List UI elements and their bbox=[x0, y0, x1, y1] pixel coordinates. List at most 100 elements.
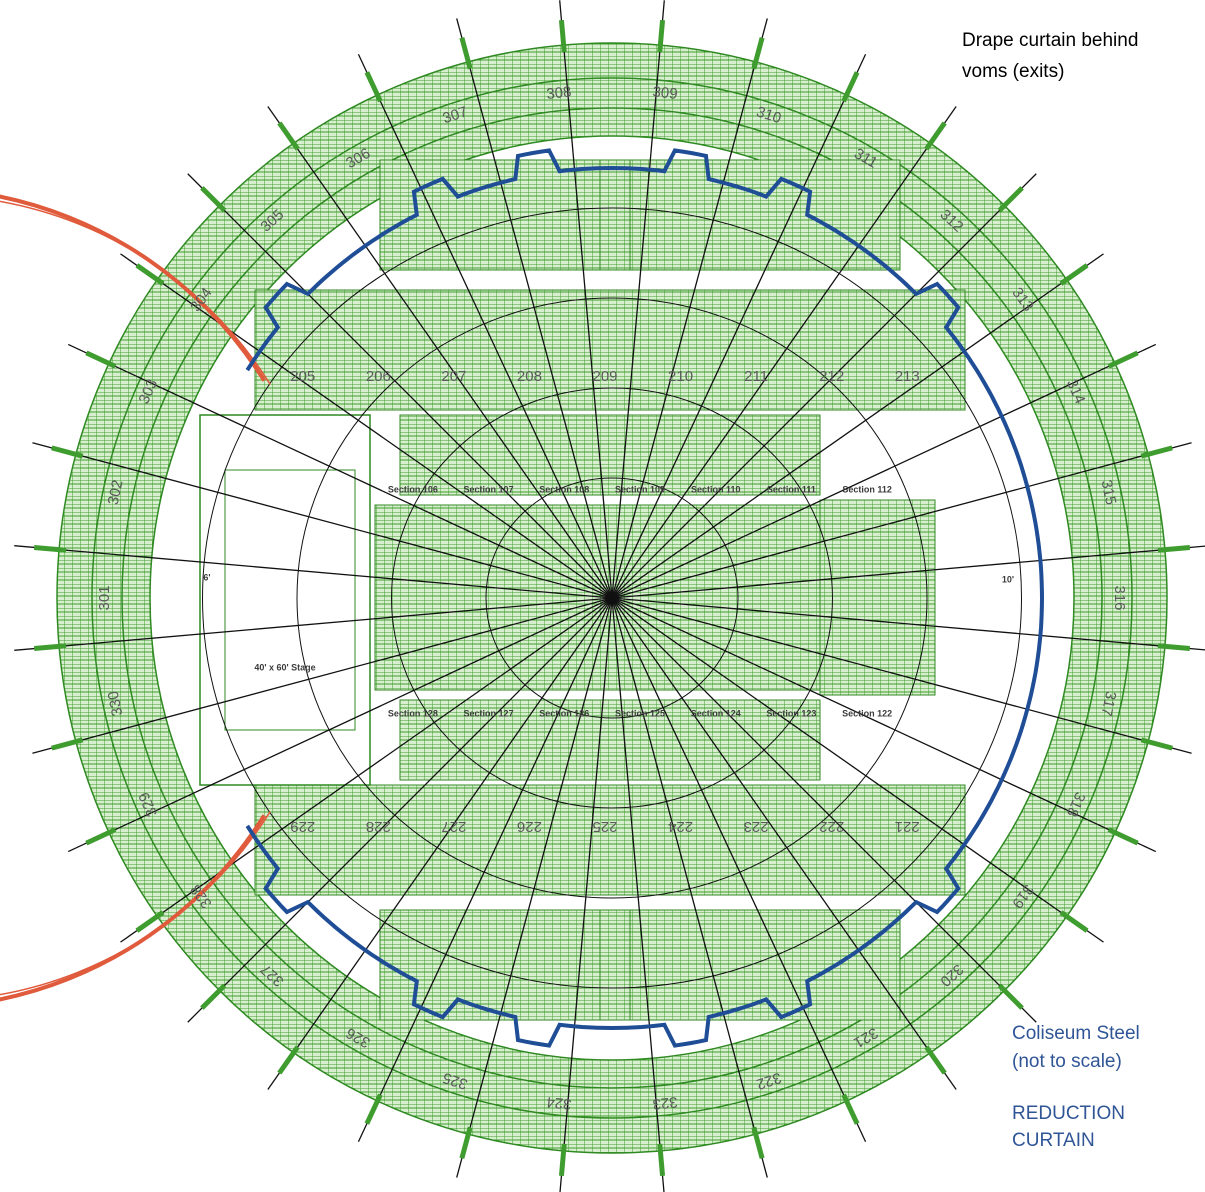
upper-section-label: 308 bbox=[546, 83, 573, 103]
dimension-label: 10' bbox=[1002, 574, 1014, 584]
edge-stub bbox=[924, 121, 947, 151]
legend-text: Coliseum Steel bbox=[1012, 1023, 1140, 1044]
legend-text: (not to scale) bbox=[1012, 1051, 1122, 1072]
edge-stub bbox=[364, 1093, 383, 1125]
section-label: 210 bbox=[668, 368, 693, 385]
seat-block bbox=[254, 784, 966, 896]
edge-stub bbox=[51, 445, 84, 459]
radial-line bbox=[120, 597, 613, 943]
ring-outline bbox=[121, 107, 1103, 1089]
radial-line bbox=[32, 442, 613, 599]
radial-line bbox=[611, 597, 1157, 853]
seat-block bbox=[599, 909, 631, 1021]
section-label: 211 bbox=[744, 368, 768, 385]
section-label: 212 bbox=[819, 368, 844, 385]
radial-line bbox=[67, 597, 613, 853]
radial-line bbox=[611, 18, 768, 599]
edge-stub bbox=[459, 1126, 473, 1159]
steel-line bbox=[245, 148, 1045, 1048]
radial-line bbox=[611, 545, 1205, 599]
section-label: 229 bbox=[290, 818, 315, 835]
edge-stub bbox=[85, 350, 117, 369]
stage bbox=[199, 414, 371, 786]
edge-stub bbox=[558, 1143, 567, 1177]
edge-stub bbox=[1059, 263, 1089, 286]
edge-stub bbox=[1140, 737, 1173, 751]
section-label: Section 124 bbox=[691, 708, 741, 718]
upper-section-label: 310 bbox=[754, 103, 783, 127]
radial-line bbox=[14, 545, 613, 599]
section-label: Section 109 bbox=[615, 484, 665, 494]
legend-text: CURTAIN bbox=[1012, 1130, 1095, 1151]
upper-section-label: 307 bbox=[441, 103, 470, 127]
upper-section-label: 309 bbox=[652, 83, 679, 103]
section-label: Section 107 bbox=[464, 484, 514, 494]
section-label: 213 bbox=[895, 368, 920, 385]
seat-block bbox=[819, 499, 936, 696]
section-label: 225 bbox=[592, 818, 617, 835]
radial-line bbox=[357, 53, 613, 599]
upper-section-label: 302 bbox=[105, 478, 127, 506]
section-label: Section 106 bbox=[388, 484, 438, 494]
section-label: 221 bbox=[895, 818, 920, 835]
upper-section-label: 315 bbox=[1098, 478, 1120, 506]
edge-stub bbox=[1059, 910, 1089, 933]
stage-inner bbox=[224, 469, 356, 731]
edge-stub bbox=[841, 71, 860, 103]
edge-stub bbox=[33, 643, 67, 652]
radial-line bbox=[267, 106, 613, 599]
ring-outline bbox=[56, 42, 1168, 1154]
section-label: 205 bbox=[290, 368, 315, 385]
radial-line bbox=[611, 597, 1192, 754]
section-label: Section 111 bbox=[767, 484, 816, 494]
section-label: Section 127 bbox=[464, 708, 514, 718]
seat-block bbox=[254, 289, 966, 411]
stage-label: 40' x 60' Stage bbox=[254, 662, 315, 672]
edge-stub bbox=[33, 544, 67, 553]
edge-stub bbox=[85, 827, 117, 846]
upper-section-label: 317 bbox=[1098, 690, 1120, 718]
edge-stub bbox=[200, 186, 227, 213]
edge-stub bbox=[51, 737, 84, 751]
ring-outline bbox=[91, 77, 1133, 1119]
seat-block bbox=[599, 159, 631, 271]
upper-section-label: 322 bbox=[754, 1069, 783, 1093]
section-label: 207 bbox=[441, 368, 466, 385]
radial-line bbox=[187, 173, 613, 599]
radial-line bbox=[267, 597, 613, 1090]
section-label: Section 122 bbox=[842, 708, 892, 718]
upper-section-label: 330 bbox=[105, 690, 127, 718]
radial-line bbox=[456, 597, 613, 1178]
radial-line bbox=[120, 253, 613, 599]
upper-section-label: 323 bbox=[652, 1093, 679, 1113]
radial-line bbox=[611, 442, 1192, 599]
radial-line bbox=[32, 597, 613, 754]
annotation-line: voms (exits) bbox=[962, 61, 1064, 82]
seat-block bbox=[379, 159, 901, 271]
upper-section-label: 324 bbox=[546, 1093, 573, 1113]
section-label: 206 bbox=[366, 368, 391, 385]
radial-line bbox=[14, 597, 613, 651]
grid-circle bbox=[296, 297, 928, 899]
edge-stub bbox=[657, 1143, 666, 1177]
radial-line bbox=[67, 343, 613, 599]
section-label: Section 126 bbox=[539, 708, 589, 718]
edge-stub bbox=[364, 71, 383, 103]
section-label: Section 123 bbox=[766, 708, 816, 718]
seat-block bbox=[399, 699, 821, 781]
section-label: 222 bbox=[819, 818, 844, 835]
radial-line bbox=[611, 597, 768, 1178]
radial-line bbox=[611, 106, 957, 599]
radial-line bbox=[611, 173, 1037, 599]
grid-circle bbox=[391, 387, 833, 809]
radial-line bbox=[559, 597, 613, 1192]
section-label: Section 112 bbox=[842, 484, 892, 494]
section-label: Section 108 bbox=[539, 484, 589, 494]
edge-stub bbox=[1107, 827, 1139, 846]
radial-line bbox=[611, 597, 665, 1192]
section-label: 209 bbox=[592, 368, 617, 385]
seat-block bbox=[399, 414, 821, 496]
upper-section-label: 325 bbox=[441, 1069, 470, 1093]
